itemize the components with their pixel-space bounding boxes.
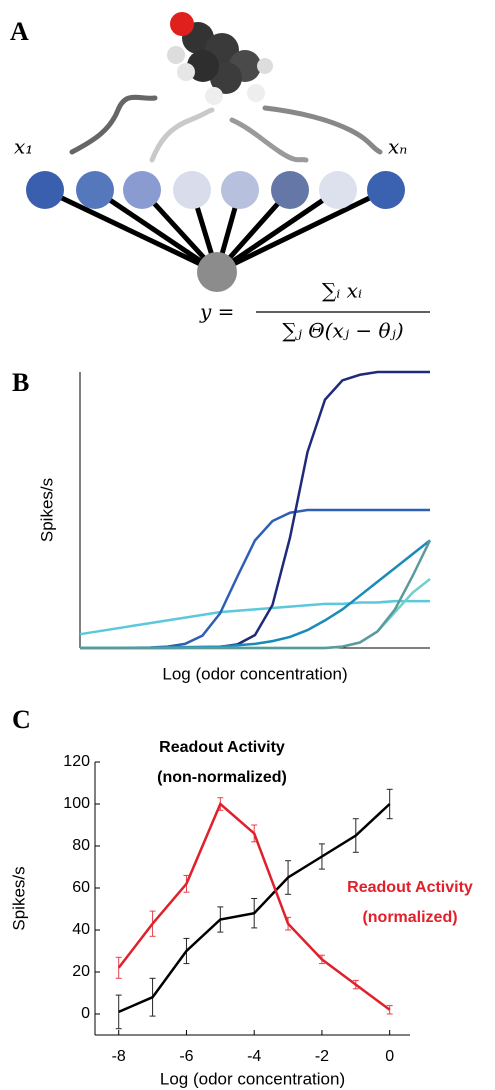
y-axis-label: Spikes/s (37, 478, 56, 542)
x-tick-label: -4 (247, 1048, 261, 1065)
line (117, 801, 391, 1011)
readout-neuron (197, 252, 237, 292)
input-label: x₁ (14, 135, 33, 159)
line (80, 539, 432, 650)
odor-traces (69, 94, 383, 163)
series-annotation: (normalized) (362, 909, 457, 926)
input-label: xₙ (388, 135, 407, 159)
line (80, 508, 430, 650)
x-tick-label: -8 (112, 1048, 126, 1065)
series-annotation: Readout Activity (159, 739, 285, 756)
y-tick-label: 60 (72, 879, 90, 896)
input-neurons (26, 171, 405, 209)
x-tick-label: -6 (179, 1048, 193, 1065)
line (118, 803, 391, 1014)
y-tick-label: 20 (72, 963, 90, 980)
x-axis-label: Log (odor concentration) (162, 664, 347, 683)
y-tick-label: 120 (63, 753, 90, 770)
y-tick-label: 0 (81, 1005, 90, 1022)
line (80, 578, 431, 650)
line (79, 599, 430, 636)
panel-label: B (12, 368, 29, 397)
formula-denominator: ∑ⱼ Θ(xⱼ − θⱼ) (282, 319, 403, 343)
y-tick-label: 100 (63, 795, 90, 812)
x-tick-label: -2 (315, 1048, 329, 1065)
x-axis-label: Log (odor concentration) (160, 1069, 345, 1088)
y-tick-label: 80 (72, 837, 90, 854)
y-axis-label: Spikes/s (9, 866, 28, 930)
panel-label: A (10, 17, 29, 46)
molecule (167, 12, 273, 105)
series-annotation: Readout Activity (347, 879, 473, 896)
panel-label: C (12, 705, 31, 734)
formula-lhs: y = (199, 300, 234, 324)
y-tick-label: 40 (72, 921, 90, 938)
series-annotation: (non-normalized) (157, 769, 287, 786)
formula-numerator: ∑ᵢ xᵢ (322, 279, 362, 303)
x-tick-label: 0 (385, 1048, 394, 1065)
